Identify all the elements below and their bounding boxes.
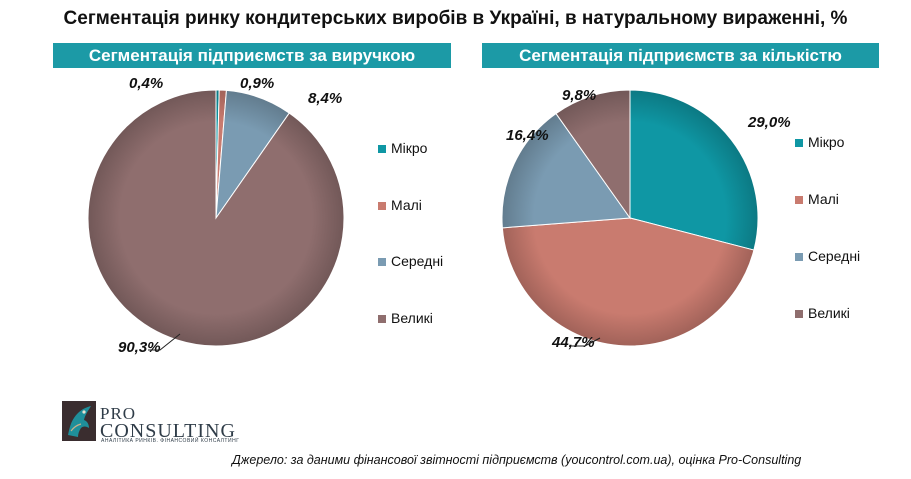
pie1-legend-swatch-1 [378, 202, 386, 210]
pie1-slice-3 [87, 89, 345, 347]
pie2-slice-0 [629, 89, 759, 251]
pie1-data-label-1: 0,9% [240, 75, 274, 92]
pie2-legend-swatch-2 [795, 253, 803, 261]
logo-text-consulting: CONSULTING [100, 420, 236, 442]
pie2-legend-swatch-3 [795, 310, 803, 318]
pie1-data-label-2: 8,4% [308, 90, 342, 107]
pie2-data-label-2: 16,4% [506, 127, 549, 144]
pie2-slice-3 [555, 89, 631, 220]
source-note: Джерело: за даними фінансової звітності … [232, 453, 802, 467]
pie2-slice-1 [501, 217, 755, 347]
pro-consulting-logo-icon [62, 401, 96, 441]
pie1-legend-label-1: Малі [391, 197, 422, 213]
pie2-slice-2 [501, 112, 631, 229]
pie1-legend-swatch-2 [378, 258, 386, 266]
pie1-data-label-3: 90,3% [118, 339, 161, 356]
chart-1-title: Сегментація підприємств за виручкою [53, 43, 451, 68]
page-title: Сегментація ринку кондитерських виробів … [63, 8, 848, 29]
pie2-data-label-1: 44,7% [551, 334, 595, 351]
pie1-data-label-0: 0,4% [129, 75, 163, 92]
pie1-legend-swatch-0 [378, 145, 386, 153]
pie2-legend-label-2: Середні [808, 248, 860, 264]
pie2-legend-label-1: Малі [808, 191, 839, 207]
chart-2-title: Сегментація підприємств за кількістю [482, 43, 879, 68]
pie2-data-label-0: 29,0% [747, 114, 791, 131]
pie2-legend-label-0: Мікро [808, 134, 845, 150]
pie2-data-label-3: 9,8% [562, 87, 596, 104]
pie1-legend-label-0: Мікро [391, 140, 428, 156]
pie1-legend-label-3: Великі [391, 310, 433, 326]
logo-tagline: АНАЛІТИКА РИНКІВ. ФІНАНСОВИЙ КОНСАЛТИНГ [101, 438, 240, 444]
pie2-legend-swatch-0 [795, 139, 803, 147]
pie1-legend-label-2: Середні [391, 253, 443, 269]
pie2-leader-line-1 [571, 337, 601, 347]
pie1-leader-line-3 [148, 333, 181, 351]
pie2-legend-swatch-1 [795, 196, 803, 204]
pie1-legend-swatch-3 [378, 315, 386, 323]
pie2-legend-label-3: Великі [808, 305, 850, 321]
logo-text-pro: PRO [100, 404, 137, 423]
